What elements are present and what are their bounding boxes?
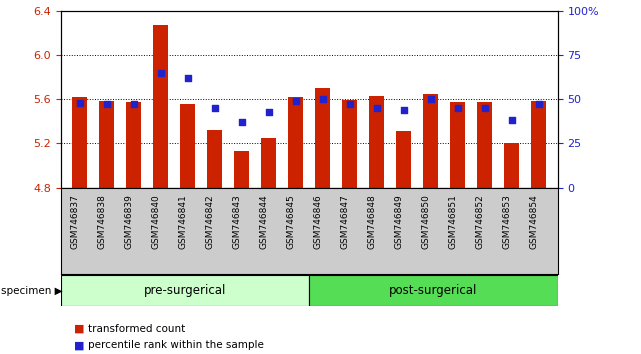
Point: [506, 118, 517, 123]
Point: [74, 100, 85, 105]
Bar: [451, 102, 465, 188]
Bar: [369, 96, 384, 188]
Bar: [72, 97, 87, 188]
Text: GSM746852: GSM746852: [476, 195, 485, 249]
Point: [479, 105, 490, 111]
Text: ■: ■: [74, 324, 84, 333]
Text: GSM746851: GSM746851: [449, 195, 458, 250]
Text: GSM746841: GSM746841: [179, 195, 188, 249]
Bar: [153, 25, 168, 188]
Bar: [531, 101, 546, 188]
Bar: [504, 143, 519, 188]
Point: [453, 105, 463, 111]
Point: [263, 109, 274, 114]
Point: [156, 70, 166, 75]
Text: GSM746838: GSM746838: [98, 195, 107, 250]
Point: [426, 96, 436, 102]
Text: GSM746847: GSM746847: [341, 195, 350, 249]
Bar: [423, 93, 438, 188]
Bar: [235, 151, 249, 188]
Point: [183, 75, 193, 81]
Bar: [342, 100, 357, 188]
Text: GSM746843: GSM746843: [233, 195, 242, 249]
Text: GSM746846: GSM746846: [314, 195, 323, 249]
Text: GSM746844: GSM746844: [260, 195, 269, 249]
Text: GSM746837: GSM746837: [71, 195, 79, 250]
Point: [210, 105, 220, 111]
Point: [372, 105, 382, 111]
Point: [399, 107, 409, 113]
Text: GSM746839: GSM746839: [125, 195, 134, 250]
Bar: [126, 102, 141, 188]
Point: [129, 102, 139, 107]
Text: GSM746840: GSM746840: [152, 195, 161, 249]
Text: GSM746842: GSM746842: [206, 195, 215, 249]
Bar: [396, 131, 412, 188]
Text: GSM746845: GSM746845: [287, 195, 296, 249]
Text: GSM746854: GSM746854: [529, 195, 539, 249]
Text: transformed count: transformed count: [88, 324, 185, 333]
Text: GSM746850: GSM746850: [422, 195, 431, 250]
Point: [318, 96, 328, 102]
Text: GSM746849: GSM746849: [395, 195, 404, 249]
Point: [102, 102, 112, 107]
Bar: [207, 130, 222, 188]
Bar: [309, 275, 558, 306]
Text: post-surgerical: post-surgerical: [389, 284, 478, 297]
Point: [237, 119, 247, 125]
Text: GSM746853: GSM746853: [503, 195, 512, 250]
Bar: [61, 275, 309, 306]
Bar: [262, 138, 276, 188]
Text: percentile rank within the sample: percentile rank within the sample: [88, 340, 263, 350]
Text: ■: ■: [74, 340, 84, 350]
Point: [345, 102, 355, 107]
Point: [290, 98, 301, 104]
Text: specimen ▶: specimen ▶: [1, 286, 63, 296]
Text: pre-surgerical: pre-surgerical: [144, 284, 226, 297]
Bar: [99, 101, 114, 188]
Bar: [478, 102, 492, 188]
Point: [534, 102, 544, 107]
Bar: [180, 104, 196, 188]
Bar: [288, 97, 303, 188]
Text: GSM746848: GSM746848: [368, 195, 377, 249]
Bar: [315, 88, 330, 188]
